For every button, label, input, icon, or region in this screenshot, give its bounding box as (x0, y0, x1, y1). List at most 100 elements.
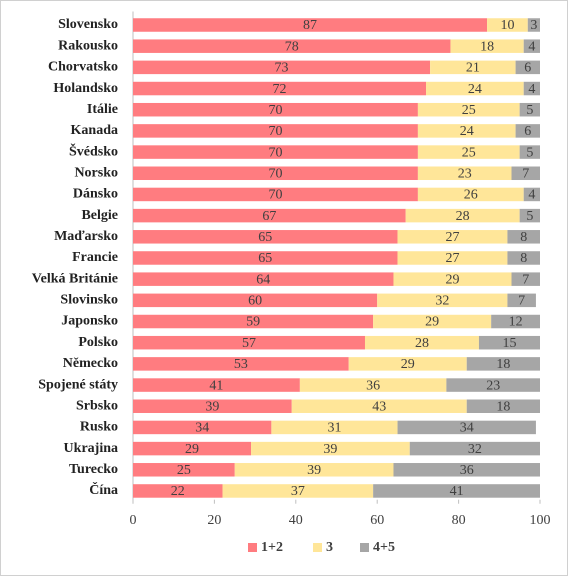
bar-segment (393, 463, 540, 477)
legend-label: 3 (326, 540, 333, 555)
data-label: 27 (445, 230, 459, 245)
data-label: 73 (275, 61, 289, 76)
data-label: 31 (327, 421, 341, 436)
data-label: 28 (415, 336, 429, 351)
category-label: Slovinsko (60, 293, 118, 308)
category-label: Spojené státy (38, 377, 118, 392)
data-label: 7 (522, 166, 529, 181)
data-label: 10 (500, 18, 514, 33)
data-label: 70 (268, 145, 282, 160)
data-label: 5 (526, 103, 533, 118)
bar-segment (133, 187, 418, 202)
category-label: Maďarsko (54, 229, 118, 244)
bar-segment (417, 145, 520, 159)
bar-segment (523, 187, 540, 202)
category-label: Rusko (80, 420, 118, 435)
bar-segment (519, 145, 540, 159)
bar-segment (133, 441, 252, 456)
bar-segment (377, 293, 508, 308)
bar-segment (364, 335, 479, 350)
bar-segment (393, 272, 512, 286)
bar-segment (519, 102, 540, 117)
data-label: 87 (303, 18, 317, 33)
bar-segment (405, 208, 520, 223)
data-label: 6 (524, 124, 531, 139)
bar-segment (133, 272, 394, 286)
bar-segment (133, 335, 365, 350)
x-tick-label: 0 (130, 513, 137, 528)
bar-segment (466, 357, 540, 371)
data-label: 36 (366, 378, 380, 393)
bar-segment (527, 18, 540, 32)
data-label: 4 (528, 82, 535, 97)
bar-segment (133, 81, 427, 96)
category-label: Srbsko (76, 398, 118, 413)
category-label: Velká Británie (32, 271, 118, 286)
data-label: 60 (248, 294, 262, 309)
data-label: 4 (528, 188, 535, 203)
bar-segment (511, 272, 540, 286)
bar-segment (133, 18, 488, 32)
bar-segment (491, 314, 540, 329)
bar-segment (133, 230, 398, 244)
bar-segment (133, 39, 451, 53)
category-label: Belgie (81, 208, 118, 223)
data-label: 29 (401, 357, 415, 372)
bar-segment (251, 441, 410, 456)
bar-segment (466, 399, 540, 413)
bar-segment (133, 208, 406, 223)
data-label: 70 (268, 188, 282, 203)
data-label: 7 (522, 272, 529, 287)
bar-segment (133, 399, 292, 413)
category-label: Slovensko (58, 17, 118, 32)
data-label: 3 (530, 18, 537, 33)
data-label: 24 (460, 124, 474, 139)
data-label: 34 (460, 421, 474, 436)
data-label: 8 (520, 230, 527, 245)
category-label: Švédsko (69, 142, 118, 159)
bar-segment (397, 420, 536, 435)
category-label: Norsko (74, 165, 118, 180)
data-label: 78 (285, 39, 299, 54)
data-label: 6 (524, 61, 531, 76)
data-label: 64 (256, 272, 270, 287)
data-label: 5 (526, 145, 533, 160)
legend-swatch (360, 543, 369, 552)
data-label: 26 (464, 188, 478, 203)
x-tick-label: 20 (207, 513, 221, 528)
category-label: Japonsko (61, 314, 118, 329)
category-label: Rakousko (58, 38, 118, 53)
bar-segment (409, 441, 540, 456)
bar-segment (507, 251, 540, 265)
data-label: 29 (185, 442, 199, 457)
bar-segment (133, 251, 398, 265)
bar-segment (133, 420, 272, 435)
bar-segment (417, 124, 516, 138)
x-tick-label: 80 (452, 513, 466, 528)
bar-segment (133, 314, 374, 329)
bar-segment (133, 463, 235, 477)
data-label: 39 (205, 399, 219, 414)
data-label: 39 (307, 463, 321, 478)
data-label: 24 (468, 82, 482, 97)
data-label: 8 (520, 251, 527, 266)
bar-segment (515, 124, 540, 138)
data-label: 29 (445, 272, 459, 287)
bar-segment (450, 39, 524, 53)
data-label: 41 (450, 484, 464, 499)
bar-segment (397, 230, 508, 244)
category-label: Německo (63, 356, 118, 371)
data-label: 18 (480, 39, 494, 54)
data-label: 37 (291, 484, 305, 499)
bar-segment (511, 166, 540, 181)
data-label: 12 (509, 315, 523, 330)
bar-segment (446, 378, 540, 392)
data-label: 7 (518, 294, 525, 309)
data-label: 29 (425, 315, 439, 330)
data-label: 32 (468, 442, 482, 457)
data-label: 4 (528, 39, 535, 54)
category-label: Čína (89, 481, 118, 498)
legend-label: 4+5 (373, 540, 395, 555)
